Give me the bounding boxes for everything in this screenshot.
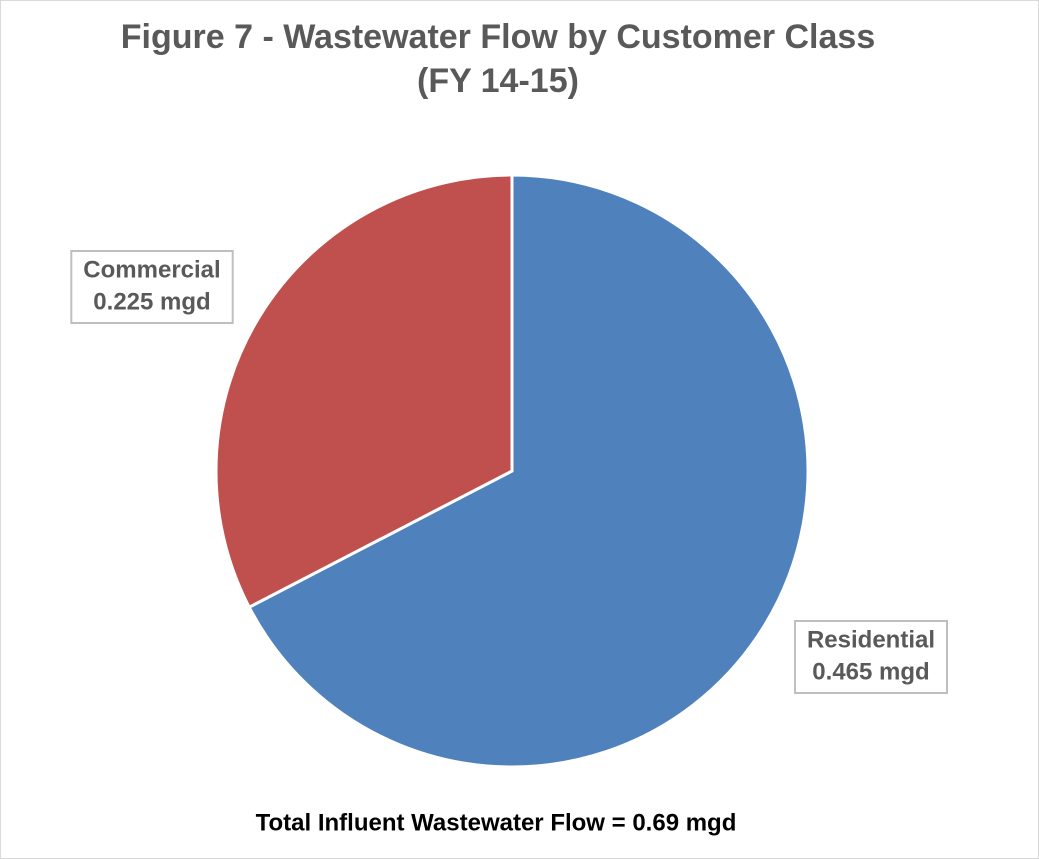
label-box: [793, 620, 949, 694]
label-value: 0.225 mgd: [93, 288, 210, 315]
chart-title: Figure 7 - Wastewater Flow by Customer C…: [120, 18, 876, 100]
label-box: [70, 250, 234, 324]
pie-slice: [214, 173, 514, 610]
pie-slice: [247, 173, 810, 769]
data-label: Residential 0.465 mgd: [793, 620, 949, 694]
label-value: 0.465 mgd: [812, 658, 929, 685]
label-category: Residential: [807, 626, 935, 653]
data-label: Commercial 0.225 mgd: [70, 250, 234, 324]
annotation: Total Influent Wastewater Flow = 0.69 mg…: [256, 809, 737, 836]
label-category: Commercial: [83, 256, 220, 283]
